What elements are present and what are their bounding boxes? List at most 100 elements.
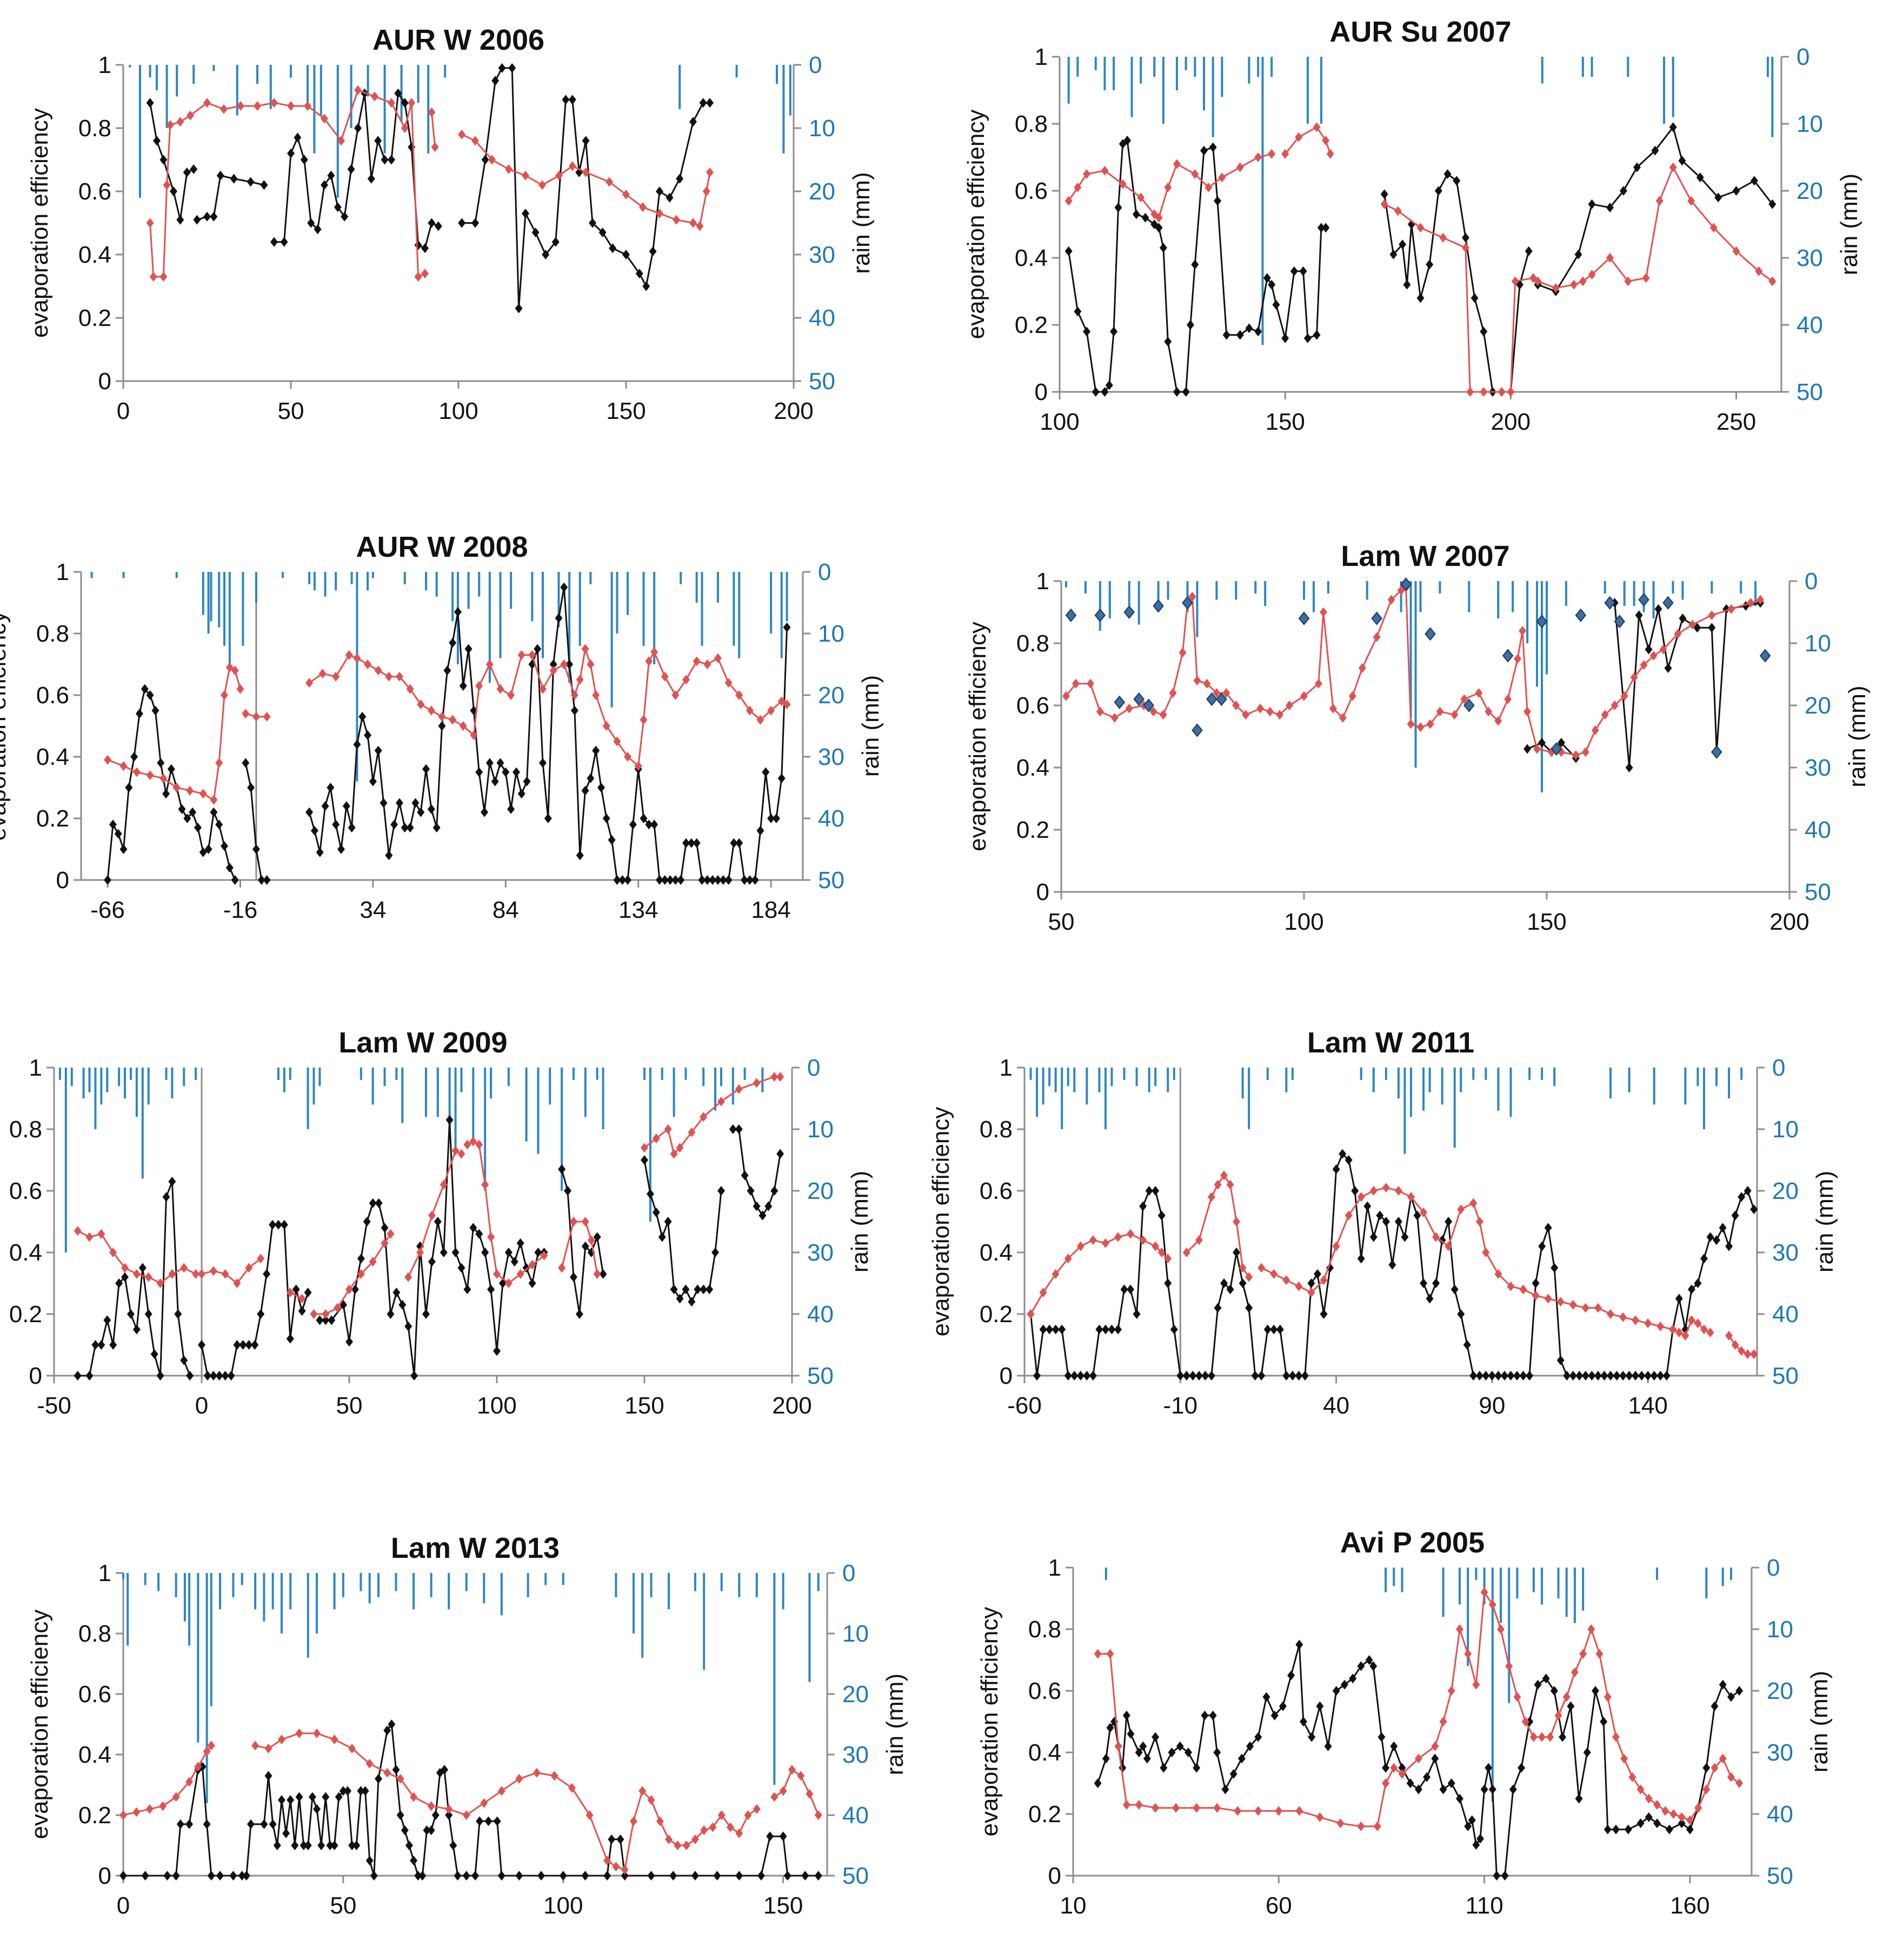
black-point bbox=[1559, 1732, 1567, 1742]
black-point bbox=[714, 875, 722, 885]
y-tick-label: 0.2 bbox=[980, 1301, 1013, 1328]
black-point bbox=[1357, 1254, 1365, 1264]
red-point bbox=[777, 696, 786, 706]
red-point bbox=[570, 690, 578, 700]
black-point bbox=[85, 1371, 94, 1381]
red-point bbox=[1257, 1263, 1266, 1273]
black-point bbox=[597, 783, 605, 792]
red-point bbox=[263, 711, 271, 722]
black-point bbox=[387, 1309, 395, 1319]
black-point bbox=[121, 1272, 129, 1282]
red-point bbox=[1612, 1732, 1620, 1742]
black-point bbox=[1182, 387, 1190, 397]
black-point bbox=[295, 1792, 303, 1802]
red-point bbox=[257, 1254, 265, 1264]
x-tick-label: 60 bbox=[1266, 1892, 1292, 1919]
black-point bbox=[1095, 1324, 1103, 1335]
black-point bbox=[1176, 1371, 1185, 1381]
red-point bbox=[220, 104, 228, 114]
red-point bbox=[1624, 276, 1632, 286]
red-point bbox=[1281, 149, 1289, 159]
black-point bbox=[1229, 1769, 1237, 1779]
red-point bbox=[1064, 196, 1073, 206]
black-point bbox=[341, 211, 349, 222]
red-point bbox=[1157, 1248, 1166, 1257]
red-point bbox=[1313, 122, 1321, 132]
red-point bbox=[396, 1774, 404, 1784]
black-point bbox=[1398, 1763, 1406, 1773]
red-point bbox=[1544, 1294, 1552, 1304]
red-point bbox=[1270, 1269, 1278, 1279]
red-point bbox=[295, 1728, 303, 1738]
red-point bbox=[1114, 1741, 1122, 1751]
x-tick-label: 100 bbox=[543, 1892, 583, 1919]
black-point bbox=[370, 1871, 378, 1881]
red-point bbox=[1076, 1241, 1084, 1251]
red-point bbox=[1345, 1210, 1353, 1221]
x-tick-label: 0 bbox=[117, 398, 130, 424]
y2-tick-label: 40 bbox=[818, 805, 844, 832]
y-tick-label: 0.6 bbox=[1028, 1678, 1061, 1704]
red-point bbox=[163, 180, 171, 190]
red-point bbox=[1445, 1241, 1453, 1251]
black-point bbox=[717, 1186, 725, 1196]
black-point bbox=[476, 1816, 484, 1826]
black-point bbox=[652, 1207, 660, 1217]
black-point bbox=[1394, 1217, 1402, 1226]
black-point bbox=[560, 582, 568, 592]
y2-tick-label: 30 bbox=[1772, 1239, 1799, 1266]
y-tick-label: 0.2 bbox=[36, 805, 69, 832]
black-point bbox=[783, 622, 791, 632]
y-tick-label: 0 bbox=[98, 1863, 111, 1889]
black-point bbox=[1453, 176, 1461, 186]
black-point bbox=[351, 1284, 359, 1295]
black-point bbox=[229, 1871, 237, 1881]
red-point bbox=[187, 110, 194, 121]
black-point bbox=[658, 1232, 666, 1242]
black-point bbox=[1380, 189, 1388, 199]
red-point bbox=[1581, 1303, 1589, 1313]
black-point bbox=[1301, 1371, 1309, 1381]
red-point bbox=[470, 730, 478, 741]
black-point bbox=[464, 644, 473, 654]
chart-title: AUR W 2006 bbox=[372, 24, 544, 56]
black-point bbox=[534, 644, 542, 654]
sparse-point bbox=[1143, 698, 1154, 712]
black-point bbox=[1476, 1834, 1484, 1844]
red-point bbox=[515, 1774, 523, 1784]
red-point bbox=[688, 1127, 696, 1137]
red-point bbox=[1314, 678, 1322, 689]
red-point bbox=[109, 1248, 117, 1257]
red-point bbox=[445, 1804, 453, 1814]
red-point bbox=[242, 709, 250, 719]
red-point bbox=[714, 653, 722, 663]
black-point bbox=[1461, 232, 1469, 243]
black-point bbox=[576, 850, 584, 861]
red-point bbox=[1538, 1732, 1546, 1742]
red-point bbox=[1619, 1312, 1627, 1322]
red-point bbox=[1382, 1183, 1390, 1193]
red-point bbox=[629, 1816, 637, 1826]
black-point bbox=[314, 224, 322, 235]
black-point bbox=[1725, 1241, 1733, 1251]
black-point bbox=[270, 237, 278, 247]
red-point bbox=[1122, 1799, 1130, 1810]
red-point bbox=[345, 1284, 353, 1295]
black-point bbox=[1445, 1217, 1453, 1226]
red-point bbox=[1480, 1587, 1488, 1597]
red-point bbox=[1674, 629, 1682, 639]
black-point bbox=[735, 838, 743, 848]
black-point bbox=[649, 246, 657, 257]
red-point bbox=[421, 269, 429, 279]
y-axis-title-right: rain (mm) bbox=[1812, 1171, 1838, 1272]
black-point bbox=[361, 1786, 369, 1796]
black-point bbox=[1414, 1784, 1422, 1795]
black-point bbox=[1686, 1824, 1694, 1835]
black-point bbox=[1245, 323, 1253, 334]
black-point bbox=[703, 875, 711, 885]
black-point bbox=[770, 1186, 778, 1196]
red-point bbox=[1732, 246, 1740, 256]
black-point bbox=[174, 1309, 182, 1319]
